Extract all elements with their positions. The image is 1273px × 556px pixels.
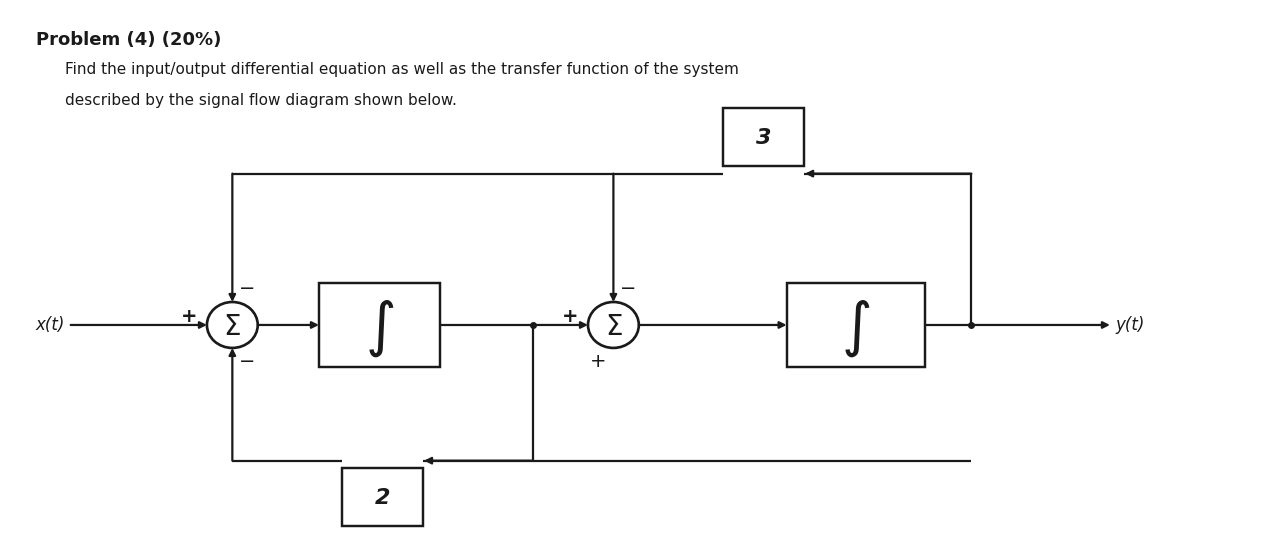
Text: +: + [563,307,579,326]
Text: $\Sigma$: $\Sigma$ [224,313,241,341]
Text: $\int$: $\int$ [841,299,871,360]
Text: $\Sigma$: $\Sigma$ [605,313,622,341]
Text: 2: 2 [374,488,391,508]
Text: x(t): x(t) [36,316,65,334]
Text: +: + [181,307,197,326]
Text: −: − [239,352,256,371]
Text: Problem (4) (20%): Problem (4) (20%) [36,31,222,48]
Bar [320,283,440,367]
Text: −: − [620,279,636,298]
Text: described by the signal flow diagram shown below.: described by the signal flow diagram sho… [65,93,457,108]
Text: y(t): y(t) [1115,316,1146,334]
Bar [723,108,805,166]
Bar [787,283,925,367]
Text: $\int$: $\int$ [365,299,395,360]
Text: 3: 3 [756,128,771,148]
Bar [342,469,423,526]
Text: −: − [239,279,256,298]
Text: +: + [591,352,607,371]
Text: Find the input/output differential equation as well as the transfer function of : Find the input/output differential equat… [65,62,738,77]
